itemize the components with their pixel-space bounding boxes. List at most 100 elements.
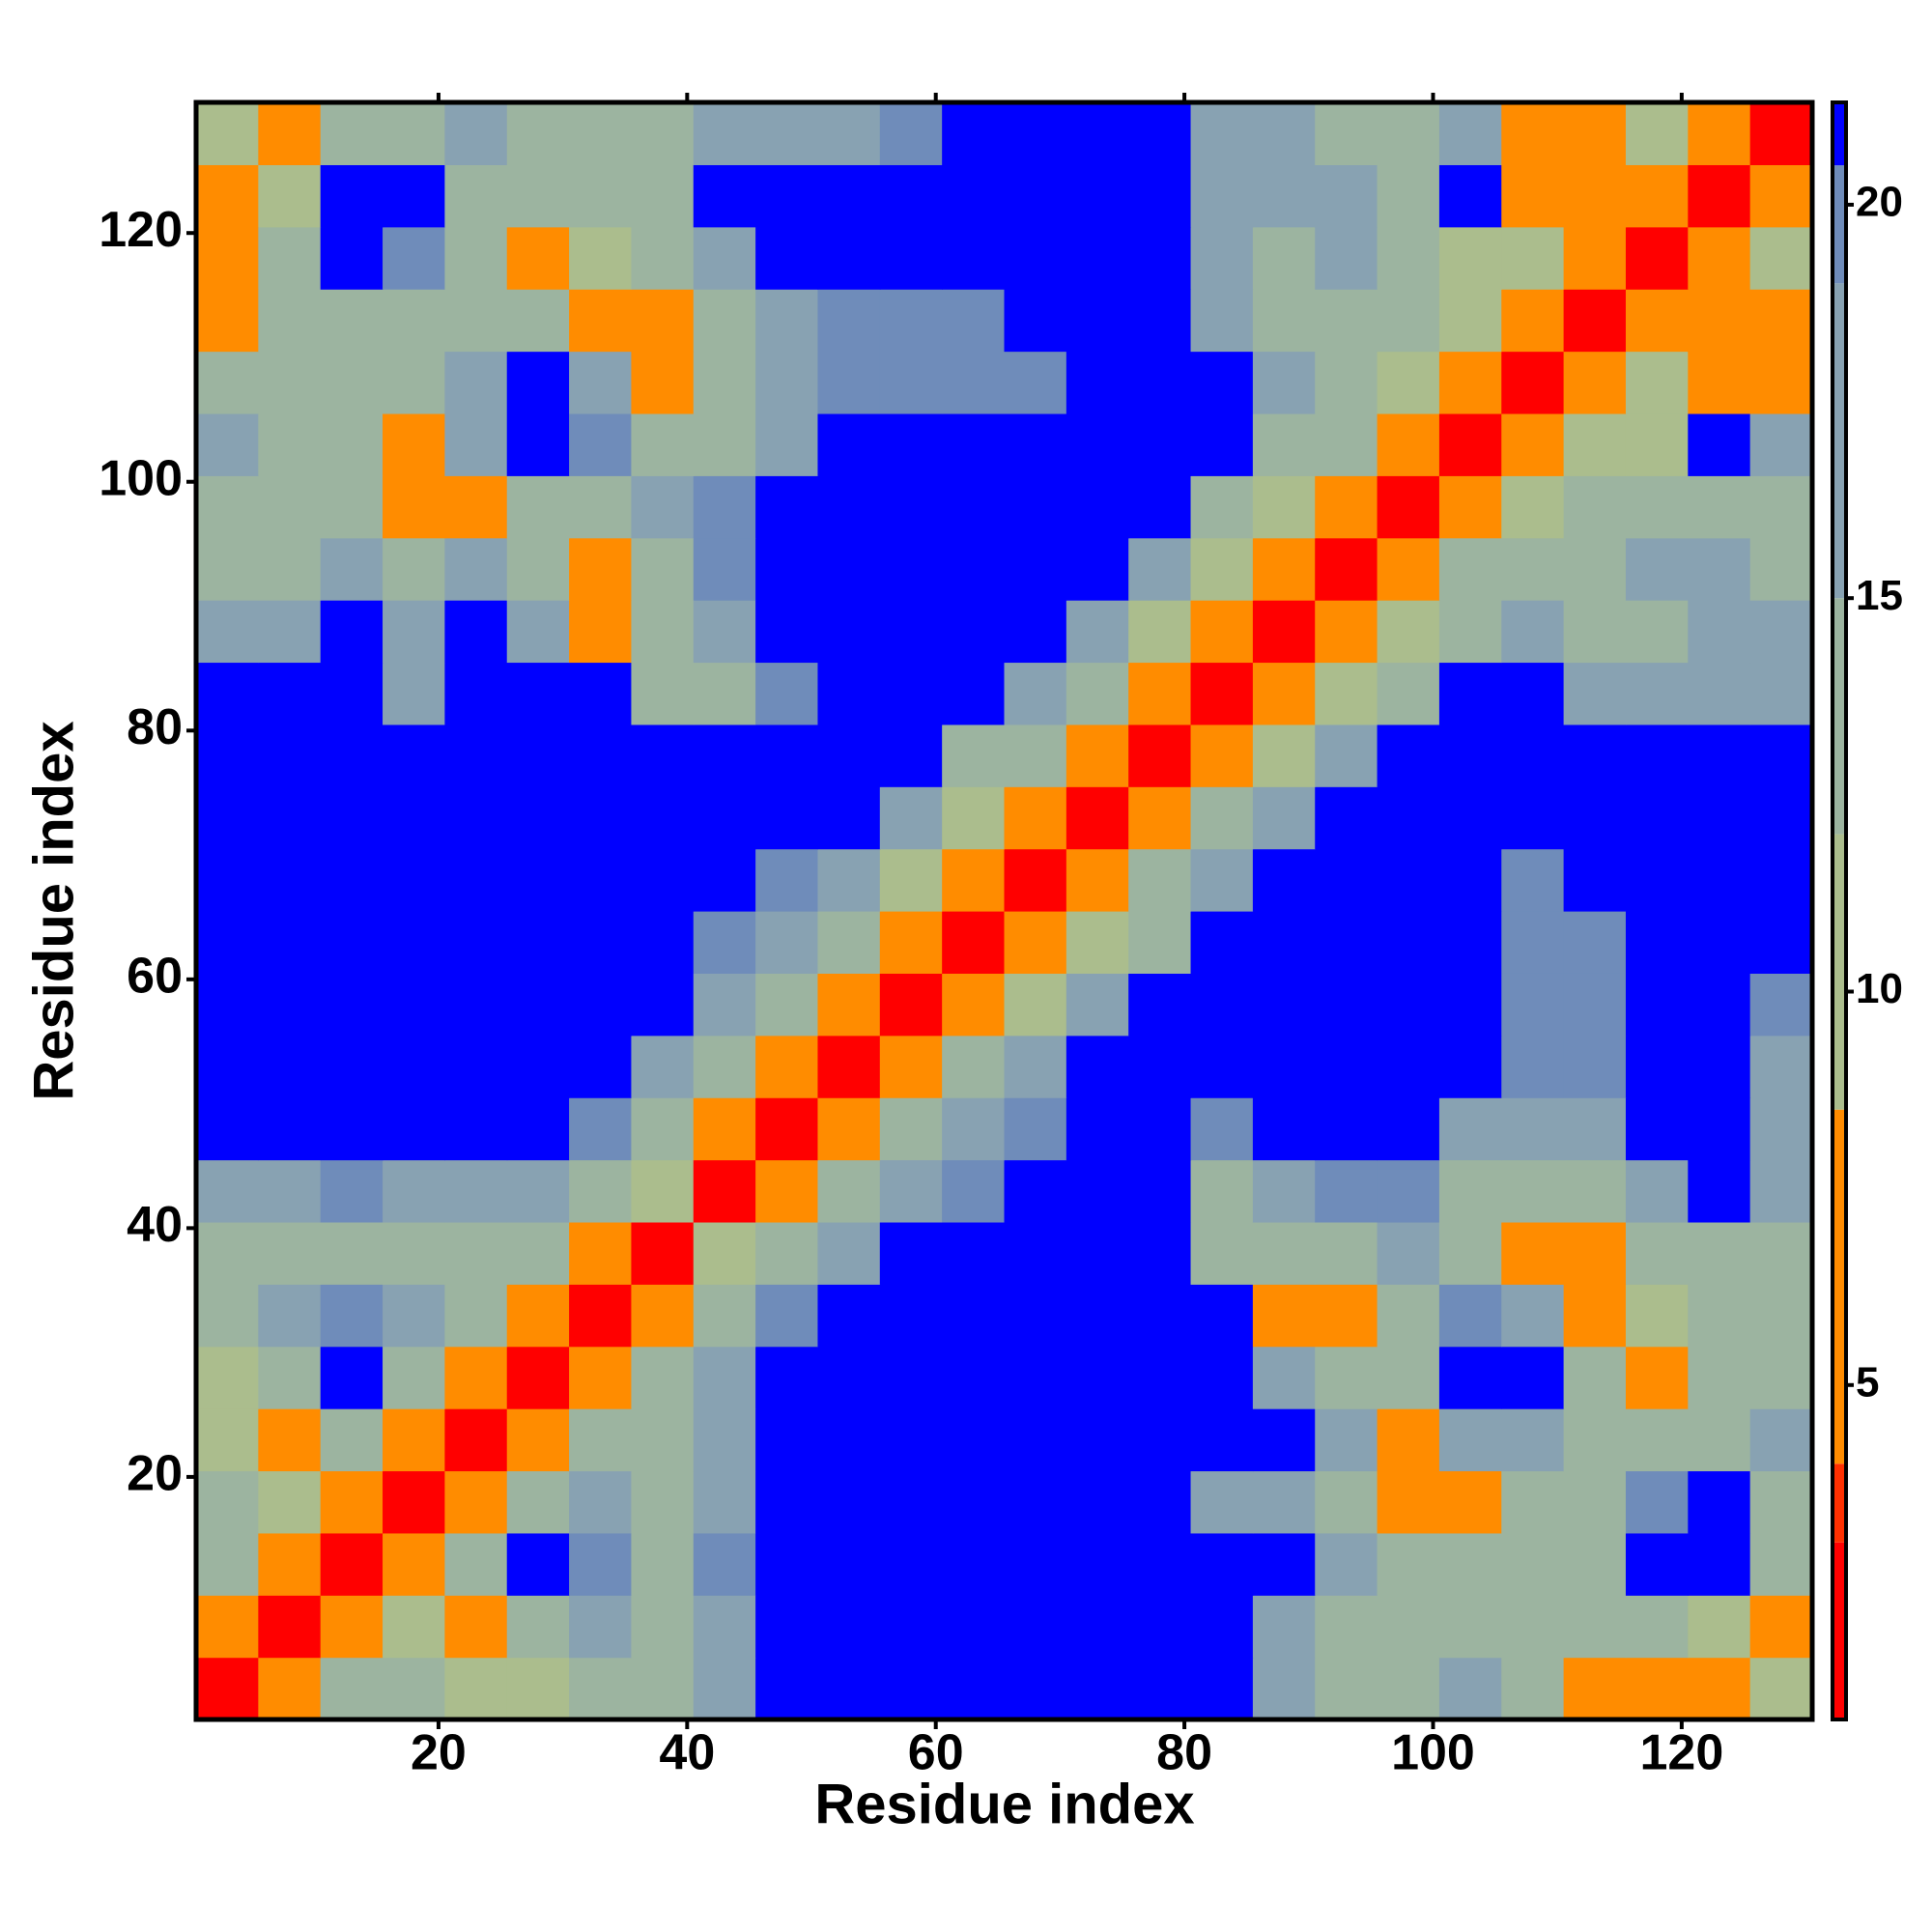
heatmap-cell	[1688, 1035, 1751, 1098]
heatmap-cell	[631, 1035, 695, 1098]
heatmap-cell	[569, 475, 633, 539]
heatmap-cell	[1688, 600, 1751, 664]
heatmap-cell	[693, 1346, 756, 1409]
heatmap-cell	[1625, 1532, 1689, 1596]
heatmap-cell	[258, 289, 322, 353]
heatmap-cell	[258, 662, 322, 725]
heatmap-cell	[1190, 475, 1254, 539]
heatmap-cell	[383, 1159, 445, 1223]
heatmap-cell	[1438, 1284, 1502, 1348]
heatmap-cell	[1688, 1532, 1751, 1596]
heatmap-cell	[817, 724, 881, 787]
heatmap-cell	[631, 973, 695, 1037]
heatmap-cell	[1625, 412, 1689, 476]
heatmap-cell	[1252, 1470, 1316, 1534]
heatmap-cell	[258, 102, 322, 165]
heatmap-cell	[1749, 786, 1813, 850]
heatmap-cell	[1004, 1346, 1067, 1409]
heatmap-cell	[817, 1470, 881, 1534]
heatmap-cell	[506, 351, 570, 414]
heatmap-cell	[1438, 1532, 1502, 1596]
heatmap-cell	[258, 848, 322, 912]
heatmap-cell	[879, 1346, 943, 1409]
heatmap-cell	[1749, 102, 1813, 165]
heatmap-cell	[1438, 911, 1502, 974]
heatmap-cell	[1688, 1284, 1751, 1348]
heatmap-cell	[1315, 289, 1378, 353]
heatmap-cell	[569, 289, 633, 353]
heatmap-cell	[817, 1595, 881, 1659]
heatmap-cell	[817, 1284, 881, 1348]
heatmap-cell	[817, 1221, 881, 1285]
heatmap-cell	[1377, 911, 1440, 974]
heatmap-cell	[1252, 1284, 1316, 1348]
heatmap-cell	[879, 102, 943, 165]
heatmap-cell	[1749, 848, 1813, 912]
heatmap-cell	[1501, 102, 1565, 165]
heatmap-cell	[693, 600, 756, 664]
heatmap-cell	[1315, 1284, 1378, 1348]
heatmap-cell	[755, 289, 819, 353]
heatmap-cell	[569, 1221, 633, 1285]
heatmap-cell	[1252, 289, 1316, 353]
heatmap-cell	[1252, 1221, 1316, 1285]
heatmap-cell	[1190, 662, 1254, 725]
heatmap-cell	[1252, 475, 1316, 539]
heatmap-cell	[1688, 1221, 1751, 1285]
heatmap-cell	[1315, 1657, 1378, 1720]
heatmap-cell	[506, 226, 570, 290]
heatmap-cell	[506, 1284, 570, 1348]
y-tick-label: 20	[127, 1446, 183, 1502]
heatmap-cell	[1749, 351, 1813, 414]
heatmap-cell	[693, 786, 756, 850]
heatmap-cell	[1749, 1346, 1813, 1409]
heatmap-cell	[755, 662, 819, 725]
colorbar-segment	[1833, 102, 1846, 166]
heatmap-cell	[1004, 412, 1067, 476]
heatmap-cell	[1377, 1470, 1440, 1534]
heatmap-cell	[1563, 973, 1627, 1037]
heatmap-cell	[1625, 911, 1689, 974]
heatmap-cell	[693, 1657, 756, 1720]
heatmap-cell	[631, 1221, 695, 1285]
heatmap-cell	[569, 412, 633, 476]
heatmap-cell	[1501, 412, 1565, 476]
heatmap-cell	[569, 1035, 633, 1098]
heatmap-cell	[1315, 1221, 1378, 1285]
heatmap-cell	[1625, 1221, 1689, 1285]
heatmap-cell	[817, 289, 881, 353]
heatmap-cell	[631, 351, 695, 414]
heatmap-cell	[506, 724, 570, 787]
heatmap-cell	[1501, 973, 1565, 1037]
heatmap-cell	[196, 1408, 259, 1472]
heatmap-cell	[444, 226, 508, 290]
heatmap-cell	[942, 1097, 1006, 1161]
heatmap-cell	[942, 786, 1006, 850]
heatmap-cell	[1065, 412, 1129, 476]
heatmap-cell	[1501, 600, 1565, 664]
heatmap-cell	[1688, 1470, 1751, 1534]
heatmap-cell	[258, 164, 322, 228]
heatmap-cell	[320, 1221, 384, 1285]
heatmap-cell	[1438, 289, 1502, 353]
heatmap-cell	[1501, 1097, 1565, 1161]
heatmap-cell	[196, 724, 259, 787]
heatmap-cell	[755, 475, 819, 539]
heatmap-cell	[755, 351, 819, 414]
heatmap-cell	[1065, 1035, 1129, 1098]
heatmap-cell	[1252, 973, 1316, 1037]
heatmap-cell	[879, 164, 943, 228]
heatmap-cell	[755, 848, 819, 912]
heatmap-cell	[1625, 351, 1689, 414]
heatmap-cell	[383, 537, 445, 601]
heatmap-cell	[1315, 786, 1378, 850]
heatmap-cell	[755, 973, 819, 1037]
heatmap-cell	[879, 973, 943, 1037]
heatmap-cell	[1004, 1097, 1067, 1161]
heatmap-cell	[1501, 475, 1565, 539]
heatmap-cell	[258, 1097, 322, 1161]
heatmap-cell	[817, 600, 881, 664]
heatmap-cell	[383, 1035, 445, 1098]
